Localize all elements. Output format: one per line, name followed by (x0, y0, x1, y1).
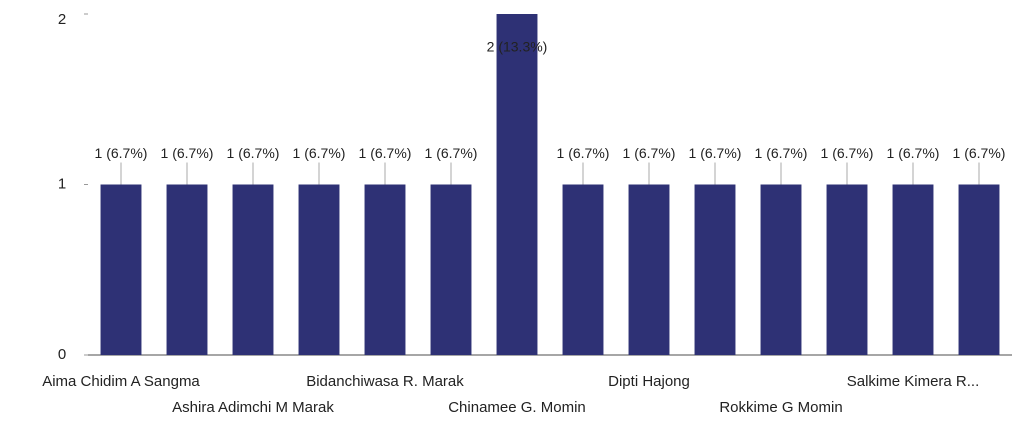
value-label: 1 (6.7%) (623, 145, 676, 161)
value-label: 1 (6.7%) (689, 145, 742, 161)
bar (298, 184, 340, 355)
x-tick-label: Rokkime G Momin (719, 399, 842, 416)
value-label: 1 (6.7%) (557, 145, 610, 161)
x-tick-label: Aima Chidim A Sangma (42, 373, 200, 390)
bar (430, 184, 472, 355)
bar (100, 184, 142, 355)
bar (760, 184, 802, 355)
bar (166, 184, 208, 355)
x-tick-label: Dipti Hajong (608, 373, 690, 390)
value-label: 2 (13.3%) (487, 39, 548, 55)
value-label: 1 (6.7%) (95, 145, 148, 161)
x-tick-label: Chinamee G. Momin (448, 399, 586, 416)
bar (958, 184, 1000, 355)
value-label: 1 (6.7%) (293, 145, 346, 161)
y-tick-label: 0 (58, 346, 66, 363)
value-label: 1 (6.7%) (755, 145, 808, 161)
x-tick-label: Salkime Kimera R... (847, 373, 980, 390)
bar (496, 14, 538, 355)
y-tick-label: 1 (58, 175, 66, 192)
x-tick-label: Ashira Adimchi M Marak (172, 399, 334, 416)
bar (364, 184, 406, 355)
value-label: 1 (6.7%) (227, 145, 280, 161)
bar (826, 184, 868, 355)
value-label: 1 (6.7%) (359, 145, 412, 161)
value-label: 1 (6.7%) (887, 145, 940, 161)
value-label: 1 (6.7%) (161, 145, 214, 161)
bar (628, 184, 670, 355)
value-label: 1 (6.7%) (425, 145, 478, 161)
bar (232, 184, 274, 355)
bar (892, 184, 934, 355)
y-tick-label: 2 (58, 11, 66, 28)
bar (562, 184, 604, 355)
x-tick-label: Bidanchiwasa R. Marak (306, 373, 464, 390)
bar (694, 184, 736, 355)
value-label: 1 (6.7%) (953, 145, 1006, 161)
value-label: 1 (6.7%) (821, 145, 874, 161)
